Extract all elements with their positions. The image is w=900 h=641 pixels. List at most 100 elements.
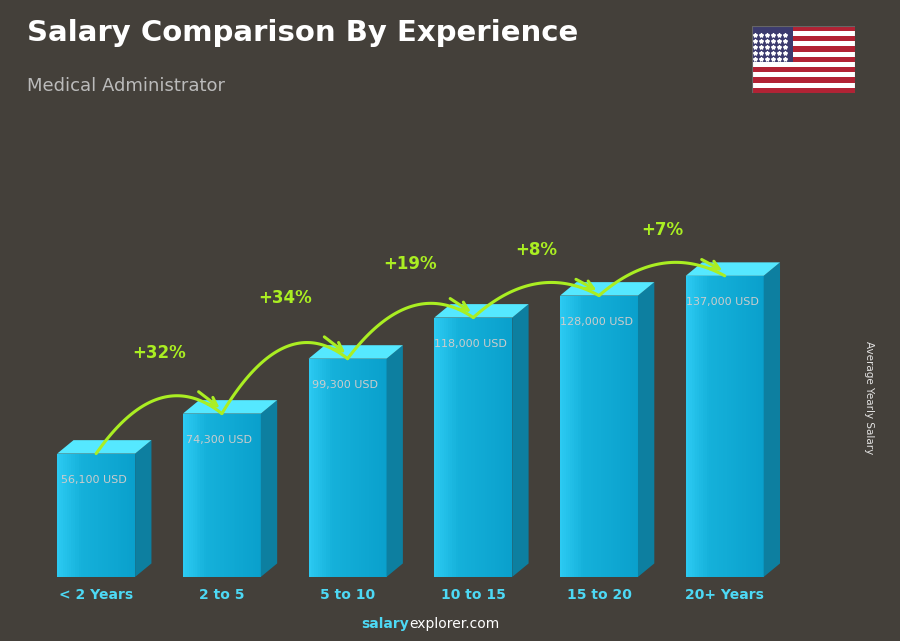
Polygon shape xyxy=(241,413,243,577)
Polygon shape xyxy=(691,276,694,577)
Polygon shape xyxy=(760,276,761,577)
Polygon shape xyxy=(750,276,752,577)
Polygon shape xyxy=(583,296,585,577)
Polygon shape xyxy=(133,454,135,577)
Polygon shape xyxy=(367,359,369,577)
Polygon shape xyxy=(76,454,78,577)
Polygon shape xyxy=(630,296,632,577)
Polygon shape xyxy=(108,454,110,577)
Polygon shape xyxy=(248,413,249,577)
Polygon shape xyxy=(78,454,81,577)
Polygon shape xyxy=(98,454,100,577)
Polygon shape xyxy=(446,317,448,577)
Polygon shape xyxy=(386,345,403,577)
Polygon shape xyxy=(259,413,261,577)
Polygon shape xyxy=(336,359,338,577)
Polygon shape xyxy=(120,454,122,577)
Polygon shape xyxy=(193,413,194,577)
Polygon shape xyxy=(485,317,487,577)
Polygon shape xyxy=(489,317,491,577)
Polygon shape xyxy=(102,454,104,577)
Bar xyxy=(752,67,855,72)
Text: Medical Administrator: Medical Administrator xyxy=(27,77,225,95)
Polygon shape xyxy=(620,296,623,577)
Polygon shape xyxy=(568,296,570,577)
Polygon shape xyxy=(251,413,253,577)
Polygon shape xyxy=(499,317,500,577)
Polygon shape xyxy=(344,359,346,577)
Text: 74,300 USD: 74,300 USD xyxy=(186,435,252,445)
Polygon shape xyxy=(58,454,59,577)
Polygon shape xyxy=(603,296,605,577)
Polygon shape xyxy=(256,413,259,577)
Polygon shape xyxy=(560,296,562,577)
Polygon shape xyxy=(96,454,98,577)
Polygon shape xyxy=(512,304,528,577)
Polygon shape xyxy=(131,454,133,577)
Polygon shape xyxy=(86,454,88,577)
Polygon shape xyxy=(83,454,85,577)
Polygon shape xyxy=(359,359,361,577)
Polygon shape xyxy=(713,276,715,577)
Polygon shape xyxy=(707,276,709,577)
Polygon shape xyxy=(349,359,352,577)
Polygon shape xyxy=(357,359,359,577)
Polygon shape xyxy=(625,296,626,577)
Bar xyxy=(752,56,855,62)
Polygon shape xyxy=(626,296,628,577)
Polygon shape xyxy=(573,296,576,577)
Polygon shape xyxy=(458,317,460,577)
Polygon shape xyxy=(487,317,489,577)
Polygon shape xyxy=(187,413,189,577)
Polygon shape xyxy=(564,296,566,577)
Polygon shape xyxy=(607,296,608,577)
Polygon shape xyxy=(479,317,482,577)
Polygon shape xyxy=(211,413,212,577)
Polygon shape xyxy=(599,296,601,577)
Text: +32%: +32% xyxy=(132,344,186,362)
Polygon shape xyxy=(199,413,201,577)
Polygon shape xyxy=(590,296,591,577)
Text: +7%: +7% xyxy=(641,221,683,239)
Polygon shape xyxy=(206,413,208,577)
Polygon shape xyxy=(356,359,357,577)
Polygon shape xyxy=(723,276,724,577)
Polygon shape xyxy=(338,359,340,577)
Polygon shape xyxy=(183,400,277,413)
Polygon shape xyxy=(608,296,611,577)
Polygon shape xyxy=(183,413,184,577)
Polygon shape xyxy=(636,296,638,577)
Text: explorer.com: explorer.com xyxy=(410,617,500,631)
Bar xyxy=(752,83,855,88)
Polygon shape xyxy=(201,413,203,577)
Polygon shape xyxy=(493,317,495,577)
Polygon shape xyxy=(384,359,386,577)
Polygon shape xyxy=(202,413,204,577)
Polygon shape xyxy=(761,276,764,577)
Polygon shape xyxy=(71,454,73,577)
Bar xyxy=(752,46,855,51)
Polygon shape xyxy=(435,317,436,577)
Polygon shape xyxy=(711,276,713,577)
Polygon shape xyxy=(593,296,595,577)
Polygon shape xyxy=(507,317,508,577)
Polygon shape xyxy=(572,296,573,577)
Polygon shape xyxy=(261,400,277,577)
Polygon shape xyxy=(689,276,691,577)
Polygon shape xyxy=(726,276,729,577)
Text: +19%: +19% xyxy=(383,255,437,273)
Polygon shape xyxy=(127,454,130,577)
Polygon shape xyxy=(495,317,497,577)
Text: 118,000 USD: 118,000 USD xyxy=(435,338,508,349)
Polygon shape xyxy=(734,276,736,577)
Polygon shape xyxy=(613,296,615,577)
Polygon shape xyxy=(729,276,731,577)
Polygon shape xyxy=(754,276,756,577)
Polygon shape xyxy=(715,276,717,577)
Polygon shape xyxy=(314,359,317,577)
Polygon shape xyxy=(580,296,581,577)
Polygon shape xyxy=(562,296,564,577)
Polygon shape xyxy=(371,359,373,577)
Polygon shape xyxy=(135,440,151,577)
Polygon shape xyxy=(450,317,452,577)
